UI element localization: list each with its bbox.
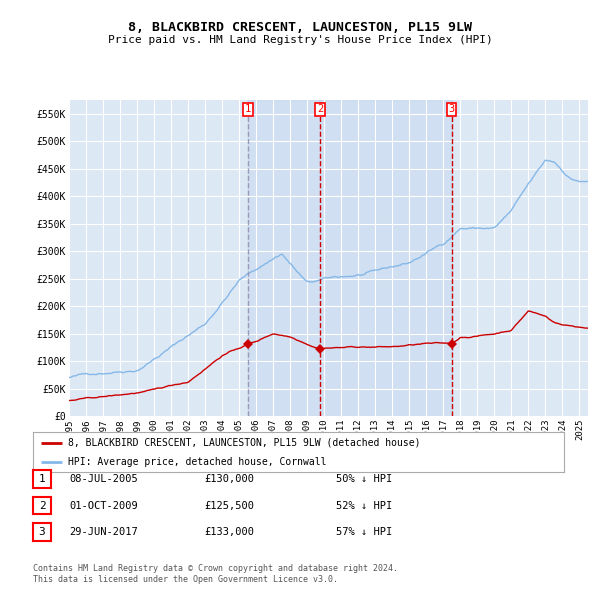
Text: 8, BLACKBIRD CRESCENT, LAUNCESTON, PL15 9LW (detached house): 8, BLACKBIRD CRESCENT, LAUNCESTON, PL15 … [68,438,420,448]
Text: 2: 2 [38,501,46,510]
Text: 3: 3 [38,527,46,537]
Text: 52% ↓ HPI: 52% ↓ HPI [336,501,392,510]
Text: Price paid vs. HM Land Registry's House Price Index (HPI): Price paid vs. HM Land Registry's House … [107,35,493,45]
Text: This data is licensed under the Open Government Licence v3.0.: This data is licensed under the Open Gov… [33,575,338,584]
Text: 2: 2 [317,104,323,114]
Text: 57% ↓ HPI: 57% ↓ HPI [336,527,392,537]
Text: HPI: Average price, detached house, Cornwall: HPI: Average price, detached house, Corn… [68,457,326,467]
Text: £125,500: £125,500 [204,501,254,510]
Text: 1: 1 [38,474,46,484]
Text: 1: 1 [245,104,251,114]
Text: £133,000: £133,000 [204,527,254,537]
Bar [248,100,452,416]
Text: 08-JUL-2005: 08-JUL-2005 [69,474,138,484]
Text: 8, BLACKBIRD CRESCENT, LAUNCESTON, PL15 9LW: 8, BLACKBIRD CRESCENT, LAUNCESTON, PL15 … [128,21,472,34]
Text: 3: 3 [449,104,455,114]
Text: Contains HM Land Registry data © Crown copyright and database right 2024.: Contains HM Land Registry data © Crown c… [33,565,398,573]
Text: 50% ↓ HPI: 50% ↓ HPI [336,474,392,484]
Text: 29-JUN-2017: 29-JUN-2017 [69,527,138,537]
Text: £130,000: £130,000 [204,474,254,484]
Text: 01-OCT-2009: 01-OCT-2009 [69,501,138,510]
